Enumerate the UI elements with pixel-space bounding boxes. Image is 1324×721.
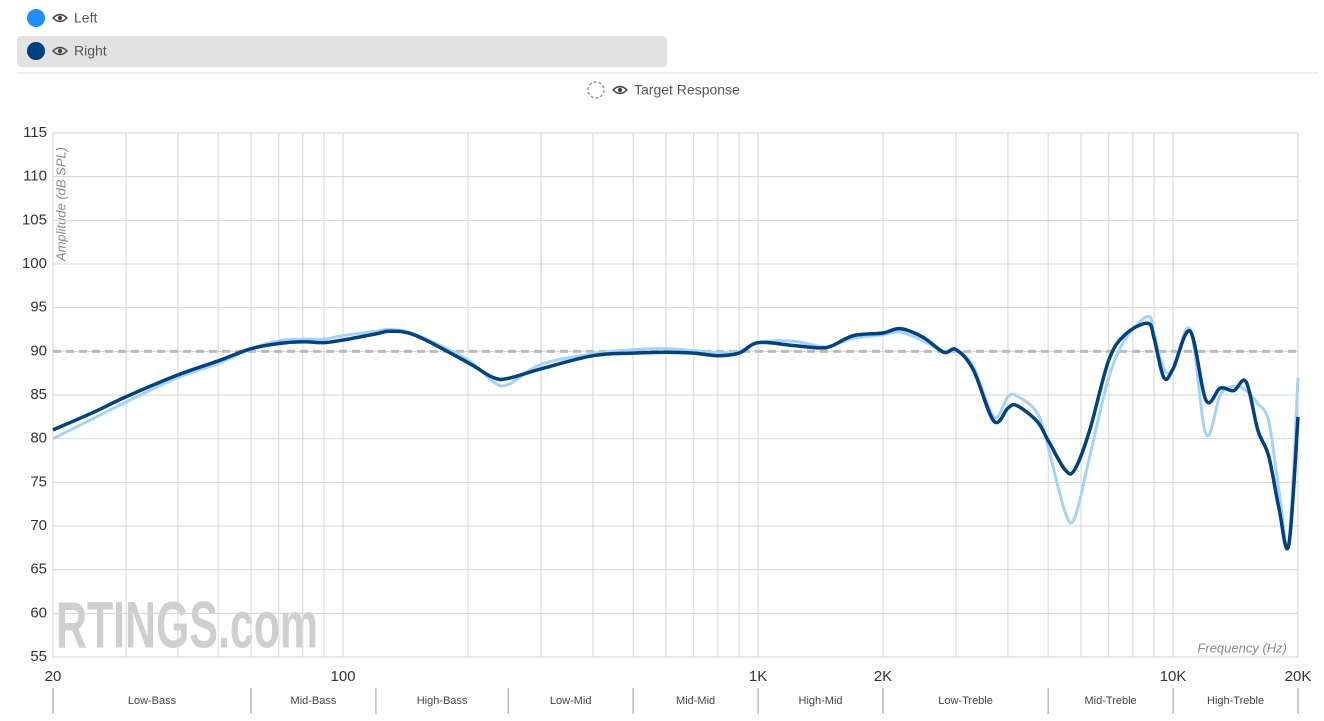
legend-label: Right [74, 43, 107, 59]
eye-pupil [57, 48, 63, 54]
y-tick-label: 75 [30, 473, 47, 490]
y-tick-label: 85 [30, 386, 47, 403]
watermark: RTINGS.com [56, 587, 318, 661]
y-tick-label: 110 [23, 168, 47, 185]
x-tick-label: 20 [45, 668, 62, 685]
y-axis-title: Amplitude (dB SPL) [53, 147, 68, 262]
legend: Left Right Target Response [27, 9, 740, 99]
band-label: Low-Treble [938, 695, 993, 707]
legend-swatch [27, 9, 45, 27]
band-label: High-Treble [1207, 695, 1264, 707]
y-tick-label: 70 [30, 517, 47, 534]
y-tick-label: 80 [30, 430, 47, 447]
y-tick-label: 105 [22, 211, 47, 228]
eye-icon [52, 13, 68, 23]
y-tick-label: 115 [23, 124, 47, 141]
selected-row [17, 36, 667, 67]
y-tick-label: 65 [30, 561, 47, 578]
band-label: High-Mid [799, 695, 843, 707]
legend-label: Target Response [634, 82, 740, 98]
band-label: High-Bass [417, 695, 468, 707]
x-tick-label: 100 [331, 668, 356, 685]
eye-pupil [617, 87, 623, 93]
y-tick-label: 95 [30, 299, 47, 316]
eye-pupil [57, 15, 63, 21]
response-line [52, 321, 1300, 551]
eye-icon [52, 46, 68, 56]
x-tick-label: 10K [1160, 668, 1187, 685]
legend-swatch [27, 42, 45, 60]
band-label: Low-Mid [550, 695, 592, 707]
band-label: Low-Bass [128, 695, 177, 707]
x-tick-label: 2K [874, 668, 892, 685]
y-tick-label: 90 [30, 342, 47, 359]
band-label: Mid-Bass [291, 695, 337, 707]
legend-label: Left [74, 10, 97, 26]
x-tick-label: 20K [1285, 668, 1312, 685]
x-tick-label: 1K [749, 668, 767, 685]
eye-icon [612, 85, 628, 95]
band-label: Mid-Mid [676, 695, 715, 707]
legend-swatch [587, 81, 605, 99]
x-axis-title: Frequency (Hz) [1197, 640, 1287, 655]
y-tick-label: 55 [30, 648, 47, 665]
y-tick-label: 60 [30, 604, 47, 621]
band-label: Mid-Treble [1085, 695, 1137, 707]
y-tick-label: 100 [22, 255, 47, 272]
